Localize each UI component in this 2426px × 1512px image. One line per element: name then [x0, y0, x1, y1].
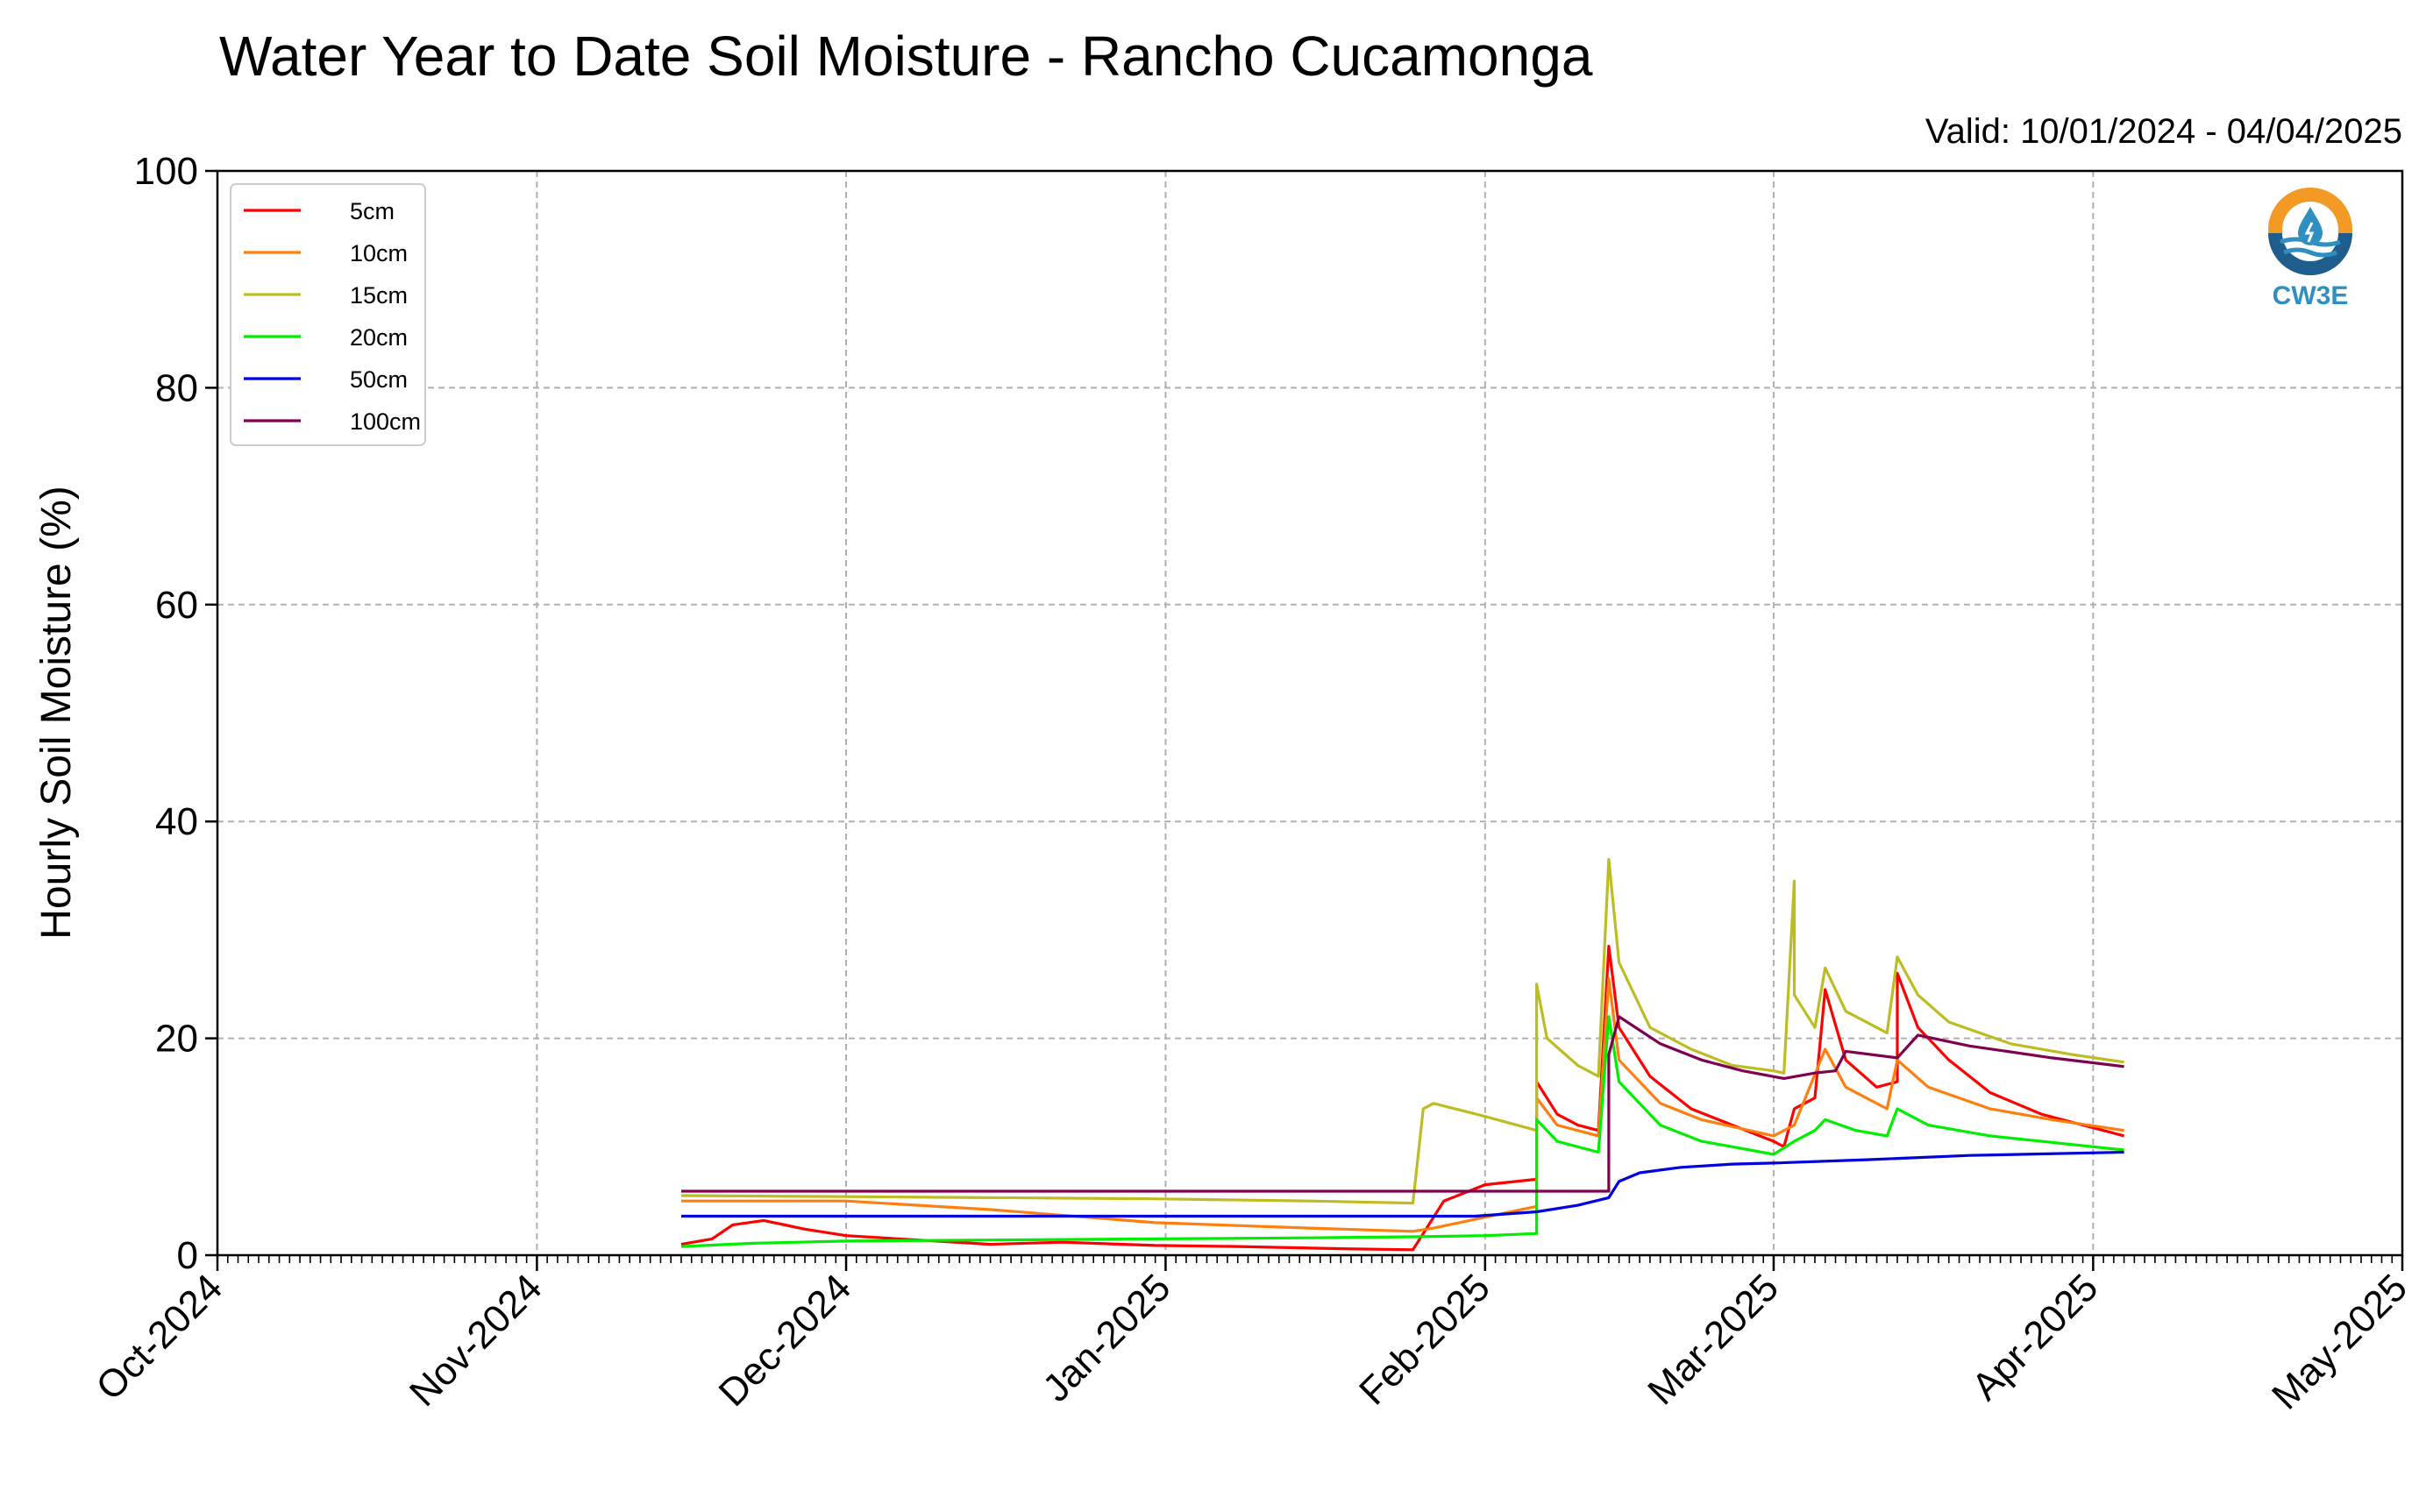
legend-label: 100cm: [350, 408, 421, 435]
legend-label: 20cm: [350, 324, 408, 351]
y-tick-label: 80: [155, 366, 198, 409]
legend-label: 10cm: [350, 240, 408, 266]
series-line-100cm: [681, 1017, 2124, 1191]
legend-box: [231, 184, 425, 445]
series-line-15cm: [681, 860, 2124, 1203]
x-tick-label: Jan-2025: [1035, 1266, 1178, 1409]
series-lines: [681, 860, 2124, 1250]
legend: 5cm 10cm 15cm 20cm 50cm 100cm: [231, 184, 425, 445]
y-axis-label: Hourly Soil Moisture (%): [33, 486, 80, 939]
x-tick-label: Apr-2025: [1964, 1266, 2107, 1409]
y-tick-label: 20: [155, 1018, 198, 1061]
legend-label: 15cm: [350, 282, 408, 309]
chart-subtitle: Valid: 10/01/2024 - 04/04/2025: [1925, 112, 2402, 151]
series-line-10cm: [681, 979, 2124, 1232]
logo-text: CW3E: [2273, 281, 2349, 310]
grid-lines: [217, 171, 2402, 1255]
plot-frame: [217, 171, 2402, 1255]
x-tick-label: Mar-2025: [1640, 1266, 1787, 1413]
x-tick-label: Feb-2025: [1351, 1266, 1498, 1413]
x-tick-label: May-2025: [2264, 1266, 2415, 1417]
series-line-20cm: [681, 1017, 2124, 1246]
cw3e-logo: CW3E: [2268, 188, 2352, 310]
x-tick-label: Dec-2024: [711, 1266, 860, 1415]
chart-title: Water Year to Date Soil Moisture - Ranch…: [219, 25, 1593, 88]
legend-label: 50cm: [350, 366, 408, 393]
y-tick-label: 40: [155, 800, 198, 843]
y-tick-label: 100: [134, 150, 198, 193]
x-tick-label: Nov-2024: [402, 1266, 551, 1415]
x-tick-label: Oct-2024: [88, 1266, 231, 1409]
x-axis: Oct-2024 Nov-2024 Dec-2024 Jan-2025 Feb-2025…: [88, 1255, 2415, 1417]
y-tick-label: 60: [155, 584, 198, 627]
legend-label: 5cm: [350, 198, 395, 224]
series-line-50cm: [681, 1153, 2124, 1217]
